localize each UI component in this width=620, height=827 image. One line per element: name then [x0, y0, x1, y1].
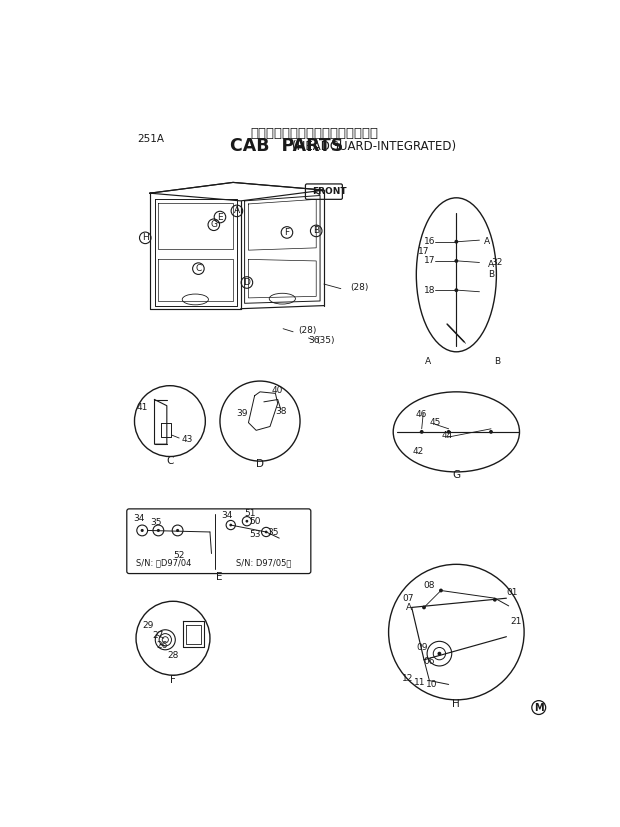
Text: 09: 09 [416, 643, 427, 652]
Text: 28: 28 [167, 651, 179, 660]
Text: (35): (35) [316, 336, 335, 345]
Circle shape [439, 589, 443, 592]
Text: CAB  PARTS: CAB PARTS [230, 137, 343, 155]
Circle shape [422, 605, 426, 609]
Text: 07: 07 [402, 594, 414, 603]
Text: 53: 53 [249, 530, 260, 538]
Text: 29: 29 [143, 621, 154, 630]
Circle shape [454, 259, 458, 263]
Text: 35: 35 [150, 519, 162, 528]
Text: 01: 01 [506, 587, 518, 596]
Text: D: D [256, 459, 264, 469]
Text: H: H [453, 700, 460, 710]
Text: E: E [216, 571, 223, 581]
Text: S/N: D97/05～: S/N: D97/05～ [236, 558, 291, 567]
Text: 11: 11 [414, 677, 425, 686]
Text: 08: 08 [423, 581, 435, 590]
Circle shape [493, 598, 497, 602]
Text: C: C [195, 264, 202, 273]
Circle shape [176, 529, 179, 532]
FancyBboxPatch shape [306, 184, 342, 199]
Text: B: B [488, 270, 494, 280]
Text: 251A: 251A [137, 134, 164, 144]
Text: 17: 17 [423, 256, 435, 265]
Text: 32: 32 [492, 258, 503, 267]
Text: F: F [170, 675, 176, 685]
Circle shape [489, 430, 493, 434]
Text: A: A [425, 356, 431, 366]
Text: 44: 44 [441, 431, 453, 440]
Text: 21: 21 [511, 617, 522, 626]
Circle shape [454, 289, 458, 292]
Text: H: H [142, 233, 149, 242]
Text: 27: 27 [153, 632, 164, 640]
Text: A: A [234, 207, 240, 215]
Circle shape [141, 529, 144, 532]
Text: 42: 42 [412, 447, 423, 456]
Text: キャブ部品（ヘッドガード一体型）: キャブ部品（ヘッドガード一体型） [250, 127, 378, 140]
Circle shape [438, 652, 441, 656]
Text: F: F [285, 228, 290, 237]
Text: 12: 12 [402, 674, 414, 683]
Text: 34: 34 [133, 514, 145, 523]
Text: (28): (28) [298, 326, 317, 335]
Circle shape [447, 430, 451, 434]
Text: G: G [452, 470, 461, 480]
Text: 51: 51 [244, 509, 255, 518]
Text: (HEADGUARD-INTEGRATED): (HEADGUARD-INTEGRATED) [292, 141, 456, 154]
Text: FRONT: FRONT [312, 187, 347, 196]
Text: A: A [484, 237, 490, 246]
Text: D: D [244, 278, 250, 287]
Text: 06: 06 [423, 657, 435, 666]
Text: (28): (28) [350, 283, 368, 292]
Circle shape [420, 430, 423, 434]
Text: B: B [494, 356, 500, 366]
Circle shape [454, 240, 458, 244]
Text: 17: 17 [418, 247, 430, 256]
Circle shape [229, 523, 232, 527]
Text: 52: 52 [174, 551, 185, 560]
Text: 18: 18 [423, 285, 435, 294]
Text: 50: 50 [249, 518, 260, 527]
Text: 10: 10 [426, 680, 438, 689]
Text: 46: 46 [416, 410, 427, 419]
Text: M: M [534, 703, 544, 713]
Text: G: G [210, 220, 217, 229]
Text: 34: 34 [221, 510, 232, 519]
Text: E: E [217, 213, 223, 222]
Text: 40: 40 [272, 386, 283, 394]
Text: 35: 35 [267, 528, 279, 538]
Text: 36: 36 [308, 336, 320, 345]
Text: 45: 45 [429, 418, 440, 427]
Text: 38: 38 [275, 407, 286, 416]
Text: 41: 41 [137, 403, 148, 412]
Text: B: B [313, 227, 319, 236]
Text: 26: 26 [156, 642, 168, 651]
Text: A: A [488, 261, 494, 270]
Text: 16: 16 [423, 237, 435, 246]
Text: C: C [166, 457, 174, 466]
Circle shape [246, 520, 248, 523]
Circle shape [157, 529, 160, 532]
Circle shape [265, 531, 268, 533]
Text: 43: 43 [181, 435, 193, 444]
Text: S/N: ～D97/04: S/N: ～D97/04 [136, 558, 192, 567]
Text: 39: 39 [237, 409, 248, 418]
Text: A: A [405, 603, 412, 612]
